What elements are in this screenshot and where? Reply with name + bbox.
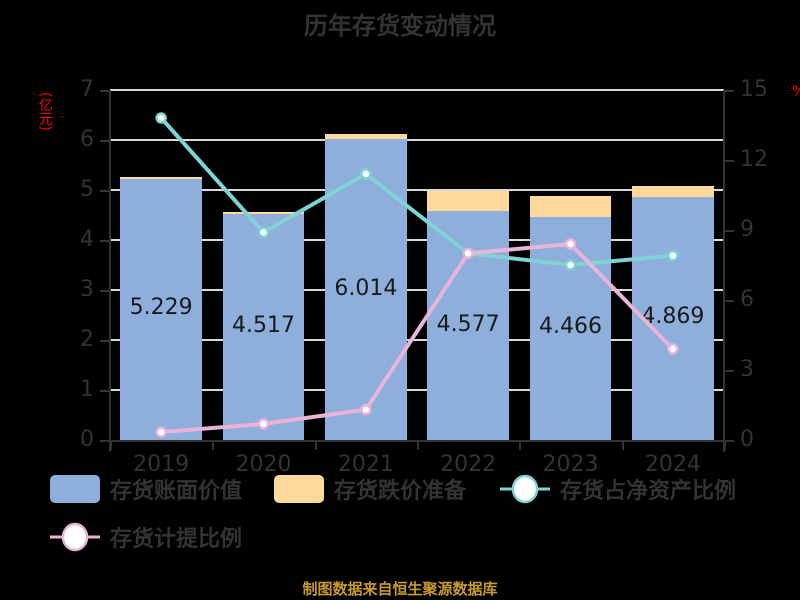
line-data-point xyxy=(155,426,167,438)
right-tick-label: 12 xyxy=(740,147,768,172)
gridline xyxy=(110,139,724,141)
left-tick-mark xyxy=(100,340,110,342)
legend-line-marker-icon xyxy=(500,474,550,504)
legend-item[interactable]: 存货计提比例 xyxy=(50,521,242,553)
line-data-point xyxy=(155,112,167,124)
gridline xyxy=(110,239,724,241)
right-tick-mark xyxy=(724,300,734,302)
legend-label: 存货占净资产比例 xyxy=(560,479,737,504)
line-data-point xyxy=(257,418,270,430)
line-data-point xyxy=(360,403,372,416)
bar-inventory-reserve xyxy=(427,190,510,212)
gridline xyxy=(110,389,724,391)
gridline xyxy=(110,89,724,91)
gridline xyxy=(110,339,724,341)
right-tick-label: 3 xyxy=(740,357,754,382)
left-tick-label: 5 xyxy=(80,177,94,202)
right-tick-mark xyxy=(724,230,734,232)
bar-value-label: 5.229 xyxy=(129,295,193,321)
bar-value-label: 4.466 xyxy=(539,314,602,340)
line-provision-ratio xyxy=(161,241,675,435)
right-tick-mark xyxy=(724,160,734,162)
right-tick-label: 6 xyxy=(740,287,754,312)
line-data-point xyxy=(667,249,679,262)
gridline xyxy=(110,189,724,191)
left-tick-mark xyxy=(100,290,110,292)
right-tick-mark xyxy=(724,440,734,442)
gridline xyxy=(110,289,724,291)
x-axis-label: 2021 xyxy=(337,452,394,477)
bar-inventory-reserve xyxy=(222,211,305,215)
legend-label: 存货计提比例 xyxy=(110,527,243,552)
chart-title: 历年存货变动情况 xyxy=(304,12,496,40)
x-axis-label: 2022 xyxy=(440,452,497,477)
line-inventory-to-net-assets xyxy=(159,116,674,268)
legend-swatch-icon xyxy=(50,475,100,503)
x-tick-mark xyxy=(314,440,317,450)
left-tick-mark xyxy=(100,190,110,192)
bar-inventory-reserve xyxy=(120,176,203,179)
right-axis-unit: % xyxy=(792,84,800,100)
legend-item[interactable]: 存货占净资产比例 xyxy=(500,473,736,505)
left-tick-label: 2 xyxy=(80,327,94,352)
x-tick-mark xyxy=(417,440,419,450)
left-tick-label: 3 xyxy=(80,277,94,302)
left-tick-mark xyxy=(100,140,110,142)
bar-inventory-reserve xyxy=(324,134,407,140)
left-tick-label: 0 xyxy=(80,427,94,452)
data-source-footer: 制图数据来自恒生聚源数据库 xyxy=(302,580,498,598)
x-tick-mark xyxy=(212,440,215,450)
bar-value-label: 6.014 xyxy=(334,275,398,301)
x-tick-mark xyxy=(724,440,726,450)
legend-label: 存货跌价准备 xyxy=(334,479,467,504)
bar-inventory-book-value xyxy=(529,216,612,440)
legend-line-marker-icon xyxy=(50,522,100,552)
legend-label: 存货账面价值 xyxy=(110,479,243,504)
bar-inventory-reserve xyxy=(631,186,714,197)
x-axis-label: 2019 xyxy=(133,452,190,477)
bar-inventory-book-value xyxy=(222,214,305,440)
right-tick-label: 15 xyxy=(740,77,768,102)
left-axis-line xyxy=(109,90,111,452)
right-tick-mark xyxy=(724,90,734,92)
right-tick-label: 0 xyxy=(740,427,754,452)
x-tick-mark xyxy=(621,440,624,450)
right-tick-label: 9 xyxy=(740,217,754,242)
left-tick-mark xyxy=(100,240,110,242)
x-axis-label: 2020 xyxy=(235,452,292,477)
legend-swatch-icon xyxy=(274,475,324,503)
left-axis-unit: (亿元) xyxy=(37,92,53,131)
x-axis-label: 2023 xyxy=(542,452,599,477)
right-tick-mark xyxy=(724,370,734,372)
bar-value-label: 4.577 xyxy=(436,311,500,337)
left-tick-label: 4 xyxy=(80,227,94,252)
line-data-point xyxy=(462,247,474,260)
line-data-point xyxy=(667,343,679,355)
line-data-point xyxy=(360,168,372,180)
legend-item[interactable]: 存货跌价准备 xyxy=(274,473,466,505)
left-tick-label: 1 xyxy=(80,377,94,402)
left-tick-mark xyxy=(100,390,110,392)
bar-value-label: 4.517 xyxy=(232,313,295,339)
line-data-point xyxy=(257,226,270,239)
x-tick-mark xyxy=(519,440,522,450)
left-tick-label: 6 xyxy=(80,127,94,152)
right-axis-line xyxy=(723,90,725,452)
bar-inventory-book-value xyxy=(120,178,203,440)
line-data-point xyxy=(564,238,577,250)
legend-item[interactable]: 存货账面价值 xyxy=(50,473,242,505)
x-tick-mark xyxy=(110,440,112,450)
line-data-point xyxy=(564,259,577,271)
left-tick-mark xyxy=(100,440,110,442)
x-axis-label: 2024 xyxy=(644,452,701,477)
bar-inventory-reserve xyxy=(529,195,612,217)
left-tick-mark xyxy=(100,90,110,92)
left-tick-label: 7 xyxy=(80,77,94,102)
